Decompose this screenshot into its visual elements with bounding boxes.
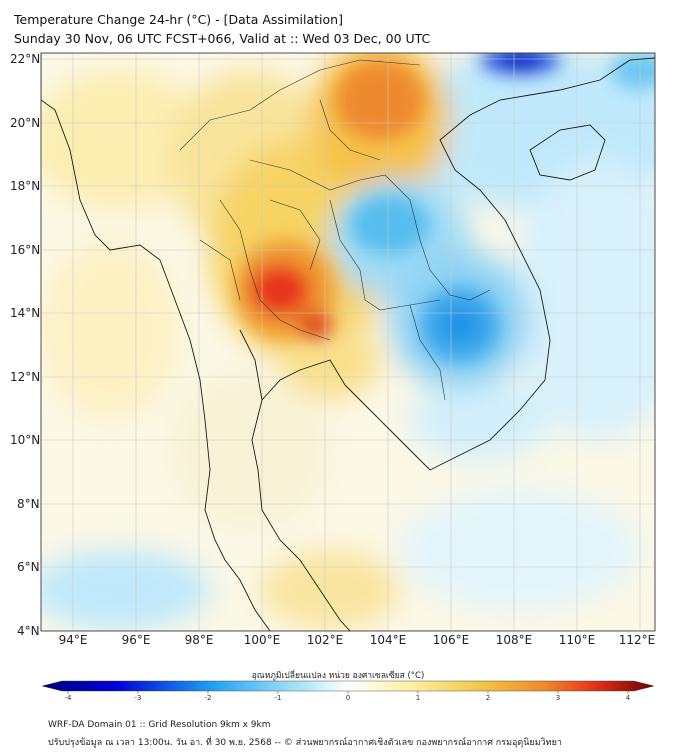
lat-label: 22°N [10, 52, 40, 66]
lon-label: 110°E [559, 633, 596, 647]
footer-model-info: WRF-DA Domain 01 :: Grid Resolution 9km … [48, 720, 271, 730]
colorbar-tick: -4 [65, 694, 73, 702]
lon-label: 94°E [59, 633, 88, 647]
colorbar: -4 -3 -2 -1 0 1 2 3 4 [41, 680, 655, 702]
colorbar-tick: 1 [416, 694, 420, 702]
lat-label: 12°N [10, 370, 40, 384]
lat-label: 8°N [17, 497, 40, 511]
graticule [41, 53, 655, 631]
lon-label: 112°E [619, 633, 656, 647]
borders [179, 59, 491, 401]
lat-label: 6°N [17, 560, 40, 574]
lon-label: 104°E [370, 633, 407, 647]
lat-label: 10°N [10, 433, 40, 447]
lon-label: 102°E [307, 633, 344, 647]
map-title: Temperature Change 24-hr (°C) - [Data As… [14, 12, 343, 27]
footer-credit: ปรับปรุงข้อมูล ณ เวลา 13:00น. วัน อา. ที… [48, 738, 562, 748]
lon-label: 108°E [496, 633, 533, 647]
colorbar-tick: 2 [486, 694, 490, 702]
colorbar-tick: -1 [275, 694, 282, 702]
lat-label: 4°N [17, 624, 40, 638]
colorbar-title: อุณหภูมิเปลี่ยนแปลง หน่วย องศาเซลเซียส (… [251, 671, 425, 681]
lat-label: 14°N [10, 306, 40, 320]
lon-label: 96°E [122, 633, 151, 647]
lat-label: 20°N [10, 116, 40, 130]
colorbar-tick: 4 [626, 694, 631, 702]
lon-label: 100°E [244, 633, 281, 647]
colorbar-tick: -3 [135, 694, 142, 702]
lat-label: 18°N [10, 179, 40, 193]
map-subtitle: Sunday 30 Nov, 06 UTC FCST+066, Valid at… [14, 31, 431, 46]
longitude-labels: 94°E 96°E 98°E 100°E 102°E 104°E 106°E 1… [59, 633, 656, 647]
colorbar-tick: 3 [556, 694, 560, 702]
lon-label: 98°E [185, 633, 214, 647]
lon-label: 106°E [433, 633, 470, 647]
latitude-labels: 22°N 20°N 18°N 16°N 14°N 12°N 10°N 8°N 6… [10, 52, 40, 638]
colorbar-tick: 0 [346, 694, 350, 702]
colorbar-tick: -2 [205, 694, 212, 702]
temperature-field [41, 53, 655, 631]
coastlines [41, 53, 655, 631]
lat-label: 16°N [10, 243, 40, 257]
